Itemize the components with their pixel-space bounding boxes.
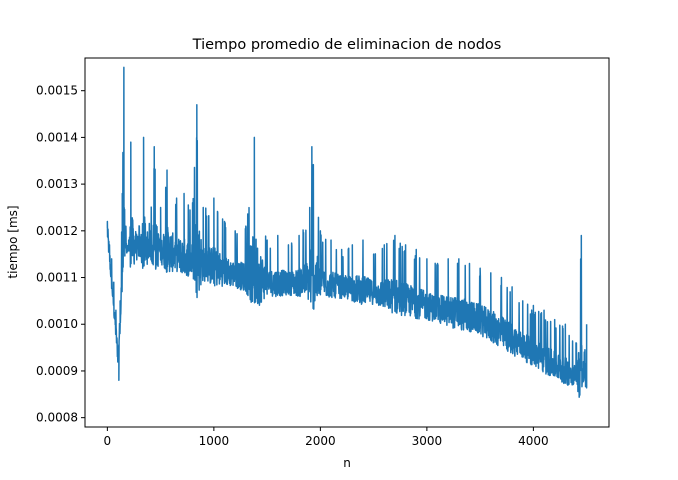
ticks-layer: 0 1000 2000 3000 4000 0.0008 0.0009 0.0010 0.001… [36,84,549,448]
x-tick-label: 3000 [412,434,443,448]
y-tick-label: 0.0008 [36,411,78,425]
x-tick-label: 0 [104,434,112,448]
series-line [106,66,588,398]
y-tick-label: 0.0012 [36,224,78,238]
plot-area: 0 1000 2000 3000 4000 0.0008 0.0009 0.0010 0.001… [36,57,610,448]
y-axis-label: tiempo [ms] [6,205,20,278]
x-tick-label: 4000 [518,434,549,448]
x-axis-label: n [343,456,351,470]
chart-title: Tiempo promedio de eliminacion de nodos [192,37,502,53]
y-tick-label: 0.0015 [36,84,78,98]
axes-frame [84,57,610,428]
y-tick-label: 0.0010 [36,317,78,331]
y-tick-label: 0.0009 [36,364,78,378]
series-layer [106,66,588,398]
y-tick-label: 0.0013 [36,177,78,191]
y-tick-label: 0.0014 [36,130,78,144]
x-tick-label: 1000 [199,434,230,448]
x-tick-label: 2000 [305,434,336,448]
y-tick-label: 0.0011 [36,271,78,285]
